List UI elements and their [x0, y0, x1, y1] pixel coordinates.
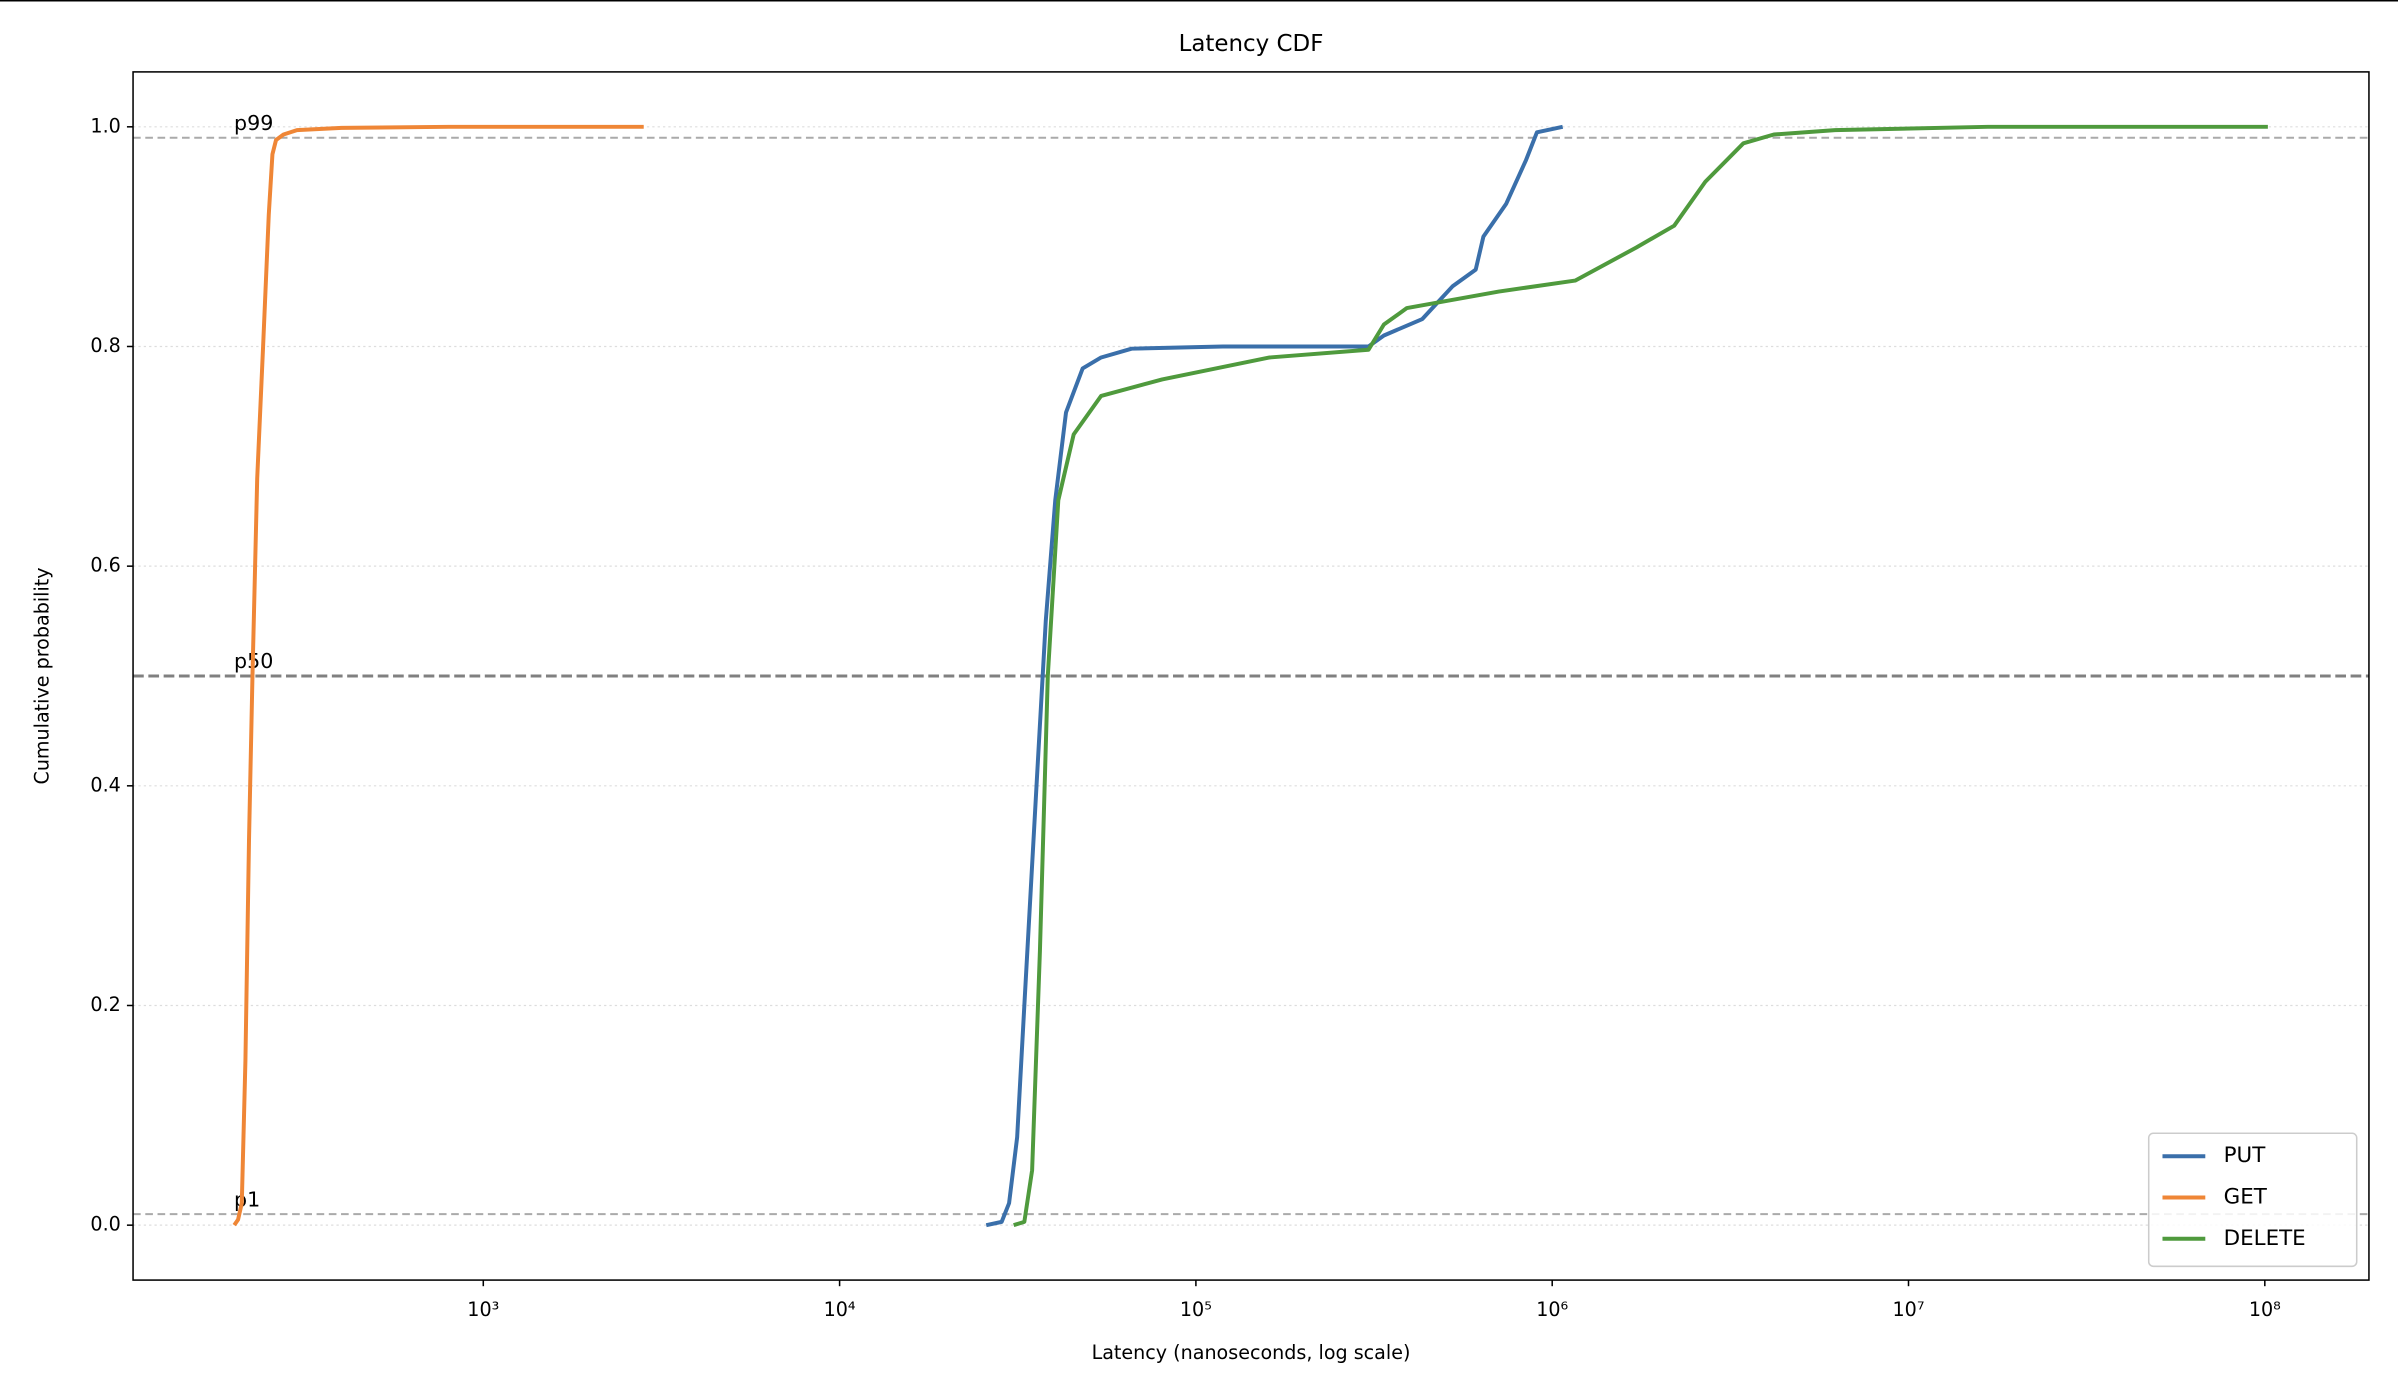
reference-label: p1 [234, 1187, 260, 1211]
reference-label: p99 [234, 111, 273, 135]
legend-box [2147, 1132, 2358, 1268]
chart-title: Latency CDF [1179, 31, 1324, 57]
series-line [1013, 124, 2268, 1228]
y-tick-label: 0.0 [90, 1213, 120, 1236]
x-tick-label: 10⁴ [824, 1298, 856, 1321]
y-tick-label: 0.2 [90, 993, 120, 1016]
x-tick-label: 10⁸ [2249, 1298, 2281, 1321]
x-tick-label: 10⁷ [1893, 1298, 1925, 1321]
x-tick-label: 10³ [467, 1298, 499, 1321]
x-tick-label: 10⁵ [1180, 1298, 1212, 1321]
series-line [232, 124, 644, 1227]
series-line [985, 124, 1564, 1228]
y-tick-label: 0.8 [90, 334, 120, 357]
x-tick-label: 10⁶ [1536, 1298, 1568, 1321]
y-tick-label: 0.4 [90, 773, 120, 796]
legend-label: PUT [2224, 1143, 2267, 1168]
x-axis-label: Latency (nanoseconds, log scale) [1092, 1341, 1411, 1364]
y-axis-label: Cumulative probability [30, 567, 53, 784]
y-tick-label: 1.0 [90, 114, 120, 137]
y-tick-label: 0.6 [90, 554, 120, 577]
axes-frame [132, 71, 2370, 1281]
legend-label: DELETE [2224, 1226, 2306, 1251]
legend-label: GET [2224, 1184, 2268, 1209]
